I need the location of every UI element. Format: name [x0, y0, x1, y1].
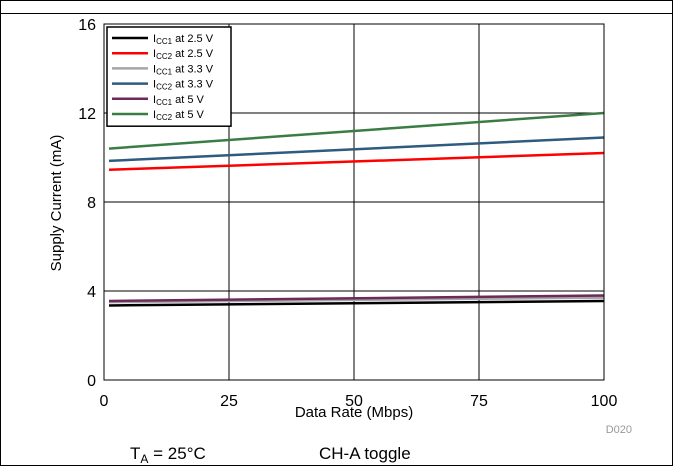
legend-box: [106, 26, 232, 127]
legend-label: ICC2 at 2.5 V: [153, 48, 214, 61]
figure-code: D020: [606, 424, 632, 436]
series-line: [108, 111, 605, 150]
x-tick-label: 25: [220, 393, 238, 410]
series-lines: [108, 111, 605, 307]
x-tick-label: 50: [345, 393, 363, 410]
y-tick-label: 16: [78, 17, 96, 34]
y-tick-label: 12: [78, 106, 96, 123]
series-line: [108, 136, 605, 163]
series-line: [108, 294, 605, 303]
y-tick-label: 4: [87, 284, 96, 301]
series-line: [108, 299, 605, 307]
x-tick-labels: 0 25 50 75 100: [100, 393, 618, 410]
y-tick-label: 0: [87, 373, 96, 390]
legend: ICC1 at 2.5 V ICC2 at 2.5 V ICC1 at 3.3 V I…: [106, 26, 232, 127]
legend-label: ICC2 at 5 V: [153, 109, 205, 122]
mode-condition: CH-A toggle: [319, 444, 411, 463]
x-tick-label: 75: [470, 393, 488, 410]
plot-area: [103, 23, 605, 381]
legend-label: ICC2 at 3.3 V: [153, 79, 214, 92]
y-tick-labels: 0 4 8 12 16: [78, 17, 96, 390]
x-tick-label: 0: [100, 393, 109, 410]
x-tick-label: 100: [591, 393, 618, 410]
y-tick-label: 8: [87, 195, 96, 212]
legend-label: ICC1 at 3.3 V: [153, 63, 214, 76]
series-line: [108, 296, 605, 304]
y-axis-label: Supply Current (mA): [48, 135, 65, 272]
x-axis-label: Data Rate (Mbps): [295, 404, 413, 421]
series-line: [108, 151, 605, 171]
temperature-condition: TA = 25°C: [130, 444, 206, 466]
legend-label: ICC1 at 5 V: [153, 94, 205, 107]
legend-label: ICC1 at 2.5 V: [153, 33, 214, 46]
